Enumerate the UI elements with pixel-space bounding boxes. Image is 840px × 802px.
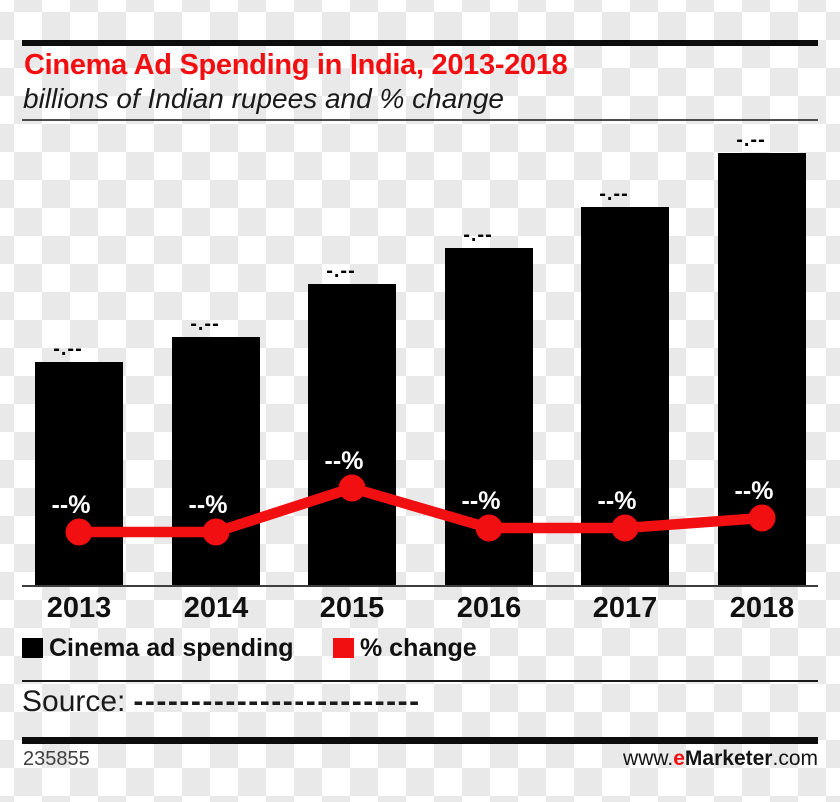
bar-value-label-2013: -.-- [53,338,83,360]
bar-2013 [35,362,123,586]
pct-change-label-2017: --% [597,487,637,515]
source-label: Source: [22,685,126,718]
site-tld: .com [772,747,818,770]
x-axis-line [22,585,818,587]
chart-id: 235855 [23,748,90,770]
emarketer-website-link[interactable]: www.eMarketer.com [623,747,818,771]
pct-change-label-2015: --% [324,447,364,475]
bar-value-label-2018: -.-- [736,129,766,151]
pct-change-label-2018: --% [734,477,774,505]
bar-value-label-2017: -.-- [599,183,629,205]
line-point-2015 [338,474,366,502]
source-redacted-value: ------------------------- [133,685,421,718]
year-label-2017: 2017 [592,592,658,624]
source-row: Source: ------------------------- [22,685,421,719]
top-border-rule [22,40,818,46]
legend-swatch-pct-change [333,638,354,658]
subtitle-divider-rule [22,119,818,121]
bar-value-label-2015: -.-- [326,260,356,282]
site-e: e [673,747,685,770]
chart-subtitle: billions of Indian rupees and % change [23,83,505,114]
line-point-2017 [611,514,639,542]
legend-swatch-cinema-ad-spending [22,638,43,658]
pct-change-label-2013: --% [51,491,91,519]
source-divider-rule [22,680,818,682]
year-label-2018: 2018 [729,592,795,624]
year-label-2014: 2014 [183,592,249,624]
bar-value-label-2014: -.-- [190,313,220,335]
legend-label-cinema-ad-spending: Cinema ad spending [49,634,294,662]
pct-change-line [79,482,763,538]
line-point-2018 [748,504,776,532]
bar-value-label-2016: -.-- [463,224,493,246]
year-label-2016: 2016 [456,592,522,624]
year-label-2013: 2013 [46,592,112,624]
pct-change-label-2014: --% [188,491,228,519]
site-www: www. [623,747,674,770]
bar-2015 [308,284,396,586]
year-label-2015: 2015 [319,592,385,624]
line-point-2016 [475,514,503,542]
line-point-2013 [65,518,93,546]
pct-change-label-2016: --% [461,487,501,515]
line-point-2014 [202,518,230,546]
bottom-border-rule [22,737,818,744]
legend-label-pct-change: % change [360,634,477,662]
site-brand: Marketer [684,747,773,770]
chart-title: Cinema Ad Spending in India, 2013-2018 [24,49,568,81]
